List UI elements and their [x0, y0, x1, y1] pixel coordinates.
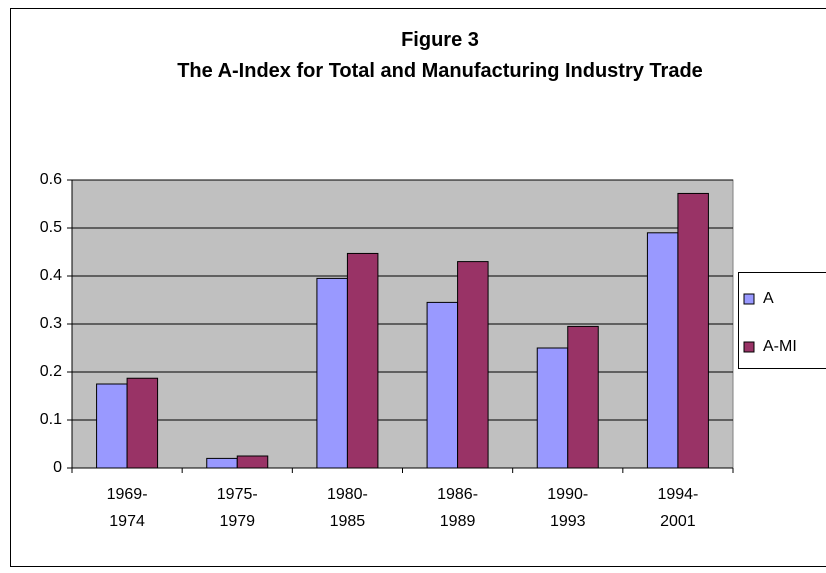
bar [346, 252, 379, 469]
y-tick-label: 0 [53, 459, 62, 476]
bar [126, 377, 159, 469]
x-tick-label: 1994-2001 [657, 486, 699, 530]
legend-swatch [743, 341, 755, 353]
bar [96, 383, 128, 469]
bar [646, 232, 679, 469]
bar [536, 347, 569, 469]
legend-label: A-MI [763, 338, 797, 355]
chart-title: Figure 3 [401, 29, 479, 51]
y-tick-label: 0.4 [40, 267, 62, 284]
chart-subtitle: The A-Index for Total and Manufacturing … [177, 60, 703, 82]
bar [236, 455, 269, 469]
bar [567, 325, 599, 469]
x-tick-label: 1990-1993 [547, 486, 589, 530]
bar [426, 301, 459, 469]
y-tick-label: 0.6 [40, 171, 62, 188]
x-tick-label: 1986-1989 [437, 486, 479, 530]
bar [206, 457, 238, 469]
legend-swatch [743, 293, 755, 305]
x-tick-label: 1969-1974 [106, 486, 148, 530]
y-tick-label: 0.1 [40, 411, 62, 428]
y-tick-label: 0.3 [40, 315, 62, 332]
bar [316, 277, 348, 469]
legend-label: A [763, 290, 774, 307]
x-tick-label: 1980-1985 [326, 486, 368, 530]
y-tick-label: 0.2 [40, 363, 62, 380]
bar [457, 261, 489, 469]
y-tick-label: 0.5 [40, 219, 62, 236]
bar [677, 192, 709, 469]
x-tick-label: 1975-1979 [216, 486, 258, 530]
